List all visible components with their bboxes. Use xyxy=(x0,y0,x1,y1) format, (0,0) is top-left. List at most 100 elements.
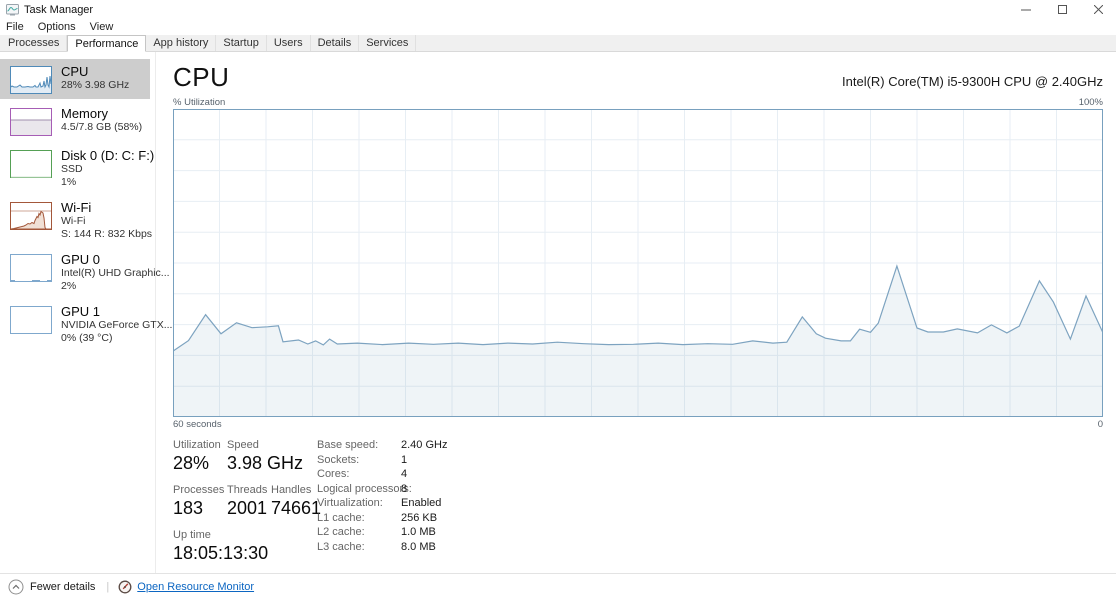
sidebar-item-gpu0[interactable]: GPU 0 Intel(R) UHD Graphic... 2% xyxy=(0,247,170,297)
close-button[interactable] xyxy=(1080,0,1116,19)
cores-value: 4 xyxy=(401,468,408,480)
minimize-button[interactable] xyxy=(1008,0,1044,19)
virtualization-label: Virtualization: xyxy=(317,497,383,509)
disk-sparkline-icon xyxy=(10,150,52,178)
wifi-sparkline-icon xyxy=(10,202,52,230)
sidebar-item-cpu[interactable]: CPU 28% 3.98 GHz xyxy=(0,59,150,99)
sockets-label: Sockets: xyxy=(317,453,360,466)
sidebar-wifi-stats: S: 144 R: 832 Kbps xyxy=(61,227,153,240)
processor-name: Intel(R) Core(TM) i5-9300H CPU @ 2.40GHz xyxy=(842,74,1103,89)
utilization-label: Utilization xyxy=(173,439,221,451)
sidebar-gpu1-usage: 0% (39 °C) xyxy=(61,331,113,344)
sidebar-wifi-title: Wi-Fi xyxy=(61,200,92,215)
handles-label: Handles xyxy=(271,484,312,496)
menu-file[interactable]: File xyxy=(6,21,24,33)
menu-view[interactable]: View xyxy=(89,21,114,33)
uptime-value: 18:05:13:30 xyxy=(173,543,269,563)
l1-cache-label: L1 cache: xyxy=(317,511,365,524)
sidebar-cpu-title: CPU xyxy=(61,64,89,79)
cpu-sparkline-icon xyxy=(10,66,52,94)
sidebar-gpu0-usage: 2% xyxy=(61,279,77,292)
logical-processors-label: Logical processors: xyxy=(317,482,412,495)
cpu-header: CPU Intel(R) Core(TM) i5-9300H CPU @ 2.4… xyxy=(173,52,1103,93)
tab-bar: Processes Performance App history Startu… xyxy=(0,35,1116,52)
virtualization-value: Enabled xyxy=(401,497,442,509)
y-axis-label: % Utilization xyxy=(173,97,226,108)
threads-value: 2001 xyxy=(227,498,268,518)
sidebar-disk-type: SSD xyxy=(61,163,83,175)
uptime-label: Up time xyxy=(173,529,211,541)
base-speed-label: Base speed: xyxy=(317,439,379,451)
window-title: Task Manager xyxy=(24,3,94,16)
maximize-icon xyxy=(1057,5,1067,14)
cpu-stats: Utilization Speed 28% 3.98 GHz Processes… xyxy=(173,438,1103,565)
memory-sparkline-icon xyxy=(10,108,52,136)
sidebar-gpu1-title: GPU 1 xyxy=(61,304,101,319)
chevron-up-circle-icon xyxy=(8,579,24,595)
gpu1-sparkline-icon xyxy=(10,306,52,334)
sidebar-item-memory[interactable]: Memory 4.5/7.8 GB (58%) xyxy=(0,101,150,141)
graph-bottom-labels: 60 seconds 0 xyxy=(173,419,1103,430)
sidebar-item-wifi[interactable]: Wi-Fi Wi-Fi S: 144 R: 832 Kbps xyxy=(0,195,153,245)
open-resource-monitor-label: Open Resource Monitor xyxy=(137,581,255,593)
processes-label: Processes xyxy=(173,484,225,496)
sidebar-memory-stats: 4.5/7.8 GB (58%) xyxy=(61,121,143,133)
speed-label: Speed xyxy=(227,439,259,451)
footer-bar: Fewer details | Open Resource Monitor xyxy=(0,573,1116,600)
sidebar-cpu-stats: 28% 3.98 GHz xyxy=(61,79,130,91)
graph-top-labels: % Utilization 100% xyxy=(173,97,1103,108)
tab-details[interactable]: Details xyxy=(310,35,360,51)
menu-bar: File Options View xyxy=(0,19,1116,35)
l2-cache-value: 1.0 MB xyxy=(401,526,436,538)
sidebar-wifi-name: Wi-Fi xyxy=(61,215,86,227)
gpu0-sparkline-icon xyxy=(10,254,52,282)
fewer-details-label: Fewer details xyxy=(30,581,96,593)
sidebar-disk-usage: 1% xyxy=(61,175,77,188)
sockets-value: 1 xyxy=(401,453,408,466)
base-speed-value: 2.40 GHz xyxy=(401,439,448,451)
cpu-panel: CPU Intel(R) Core(TM) i5-9300H CPU @ 2.4… xyxy=(156,52,1116,573)
sidebar-item-disk0[interactable]: Disk 0 (D: C: F:) SSD 1% xyxy=(0,143,154,193)
performance-content: CPU 28% 3.98 GHz Memory 4.5/7.8 GB (58%)… xyxy=(0,52,1116,573)
cpu-utilization-graph[interactable] xyxy=(173,109,1103,417)
l2-cache-label: L2 cache: xyxy=(317,526,365,538)
tab-performance[interactable]: Performance xyxy=(67,35,147,52)
sidebar-memory-title: Memory xyxy=(61,106,108,121)
minimize-icon xyxy=(1021,9,1031,10)
tab-processes[interactable]: Processes xyxy=(1,35,68,51)
sidebar-gpu0-name: Intel(R) UHD Graphic... xyxy=(61,267,170,279)
menu-options[interactable]: Options xyxy=(37,21,76,33)
cpu-stats-left: Utilization Speed 28% 3.98 GHz Processes… xyxy=(173,438,321,565)
tab-startup[interactable]: Startup xyxy=(216,35,267,51)
sidebar-gpu1-name: NVIDIA GeForce GTX... xyxy=(61,319,173,331)
fewer-details-button[interactable]: Fewer details xyxy=(8,579,95,595)
cpu-details-list: Base speed: 2.40 GHz Sockets: 1 Cores: 4… xyxy=(317,439,447,565)
resource-monitor-icon xyxy=(118,580,132,594)
tab-app-history[interactable]: App history xyxy=(146,35,217,51)
cores-label: Cores: xyxy=(317,468,350,480)
x-left-label: 60 seconds xyxy=(173,419,222,430)
logical-processors-value: 8 xyxy=(401,482,408,495)
l1-cache-value: 256 KB xyxy=(401,511,438,524)
page-title: CPU xyxy=(173,62,230,92)
x-right-label: 0 xyxy=(1097,419,1103,430)
sidebar-gpu0-title: GPU 0 xyxy=(61,252,101,267)
sidebar-item-gpu1[interactable]: GPU 1 NVIDIA GeForce GTX... 0% (39 °C) xyxy=(0,299,173,349)
footer-divider: | xyxy=(106,581,110,593)
y-max-label: 100% xyxy=(1078,97,1103,108)
tab-users[interactable]: Users xyxy=(266,35,311,51)
performance-sidebar: CPU 28% 3.98 GHz Memory 4.5/7.8 GB (58%)… xyxy=(0,52,173,573)
tab-services[interactable]: Services xyxy=(359,35,417,51)
processes-value: 183 xyxy=(173,498,204,518)
task-manager-app-icon xyxy=(6,3,19,15)
window-controls xyxy=(1008,0,1116,19)
speed-value: 3.98 GHz xyxy=(227,453,304,473)
maximize-button[interactable] xyxy=(1044,0,1080,19)
l3-cache-label: L3 cache: xyxy=(317,540,365,553)
threads-label: Threads xyxy=(227,484,268,496)
utilization-value: 28% xyxy=(173,453,210,473)
close-icon xyxy=(1093,5,1103,14)
open-resource-monitor-link[interactable]: Open Resource Monitor xyxy=(118,580,254,594)
l3-cache-value: 8.0 MB xyxy=(401,540,436,553)
